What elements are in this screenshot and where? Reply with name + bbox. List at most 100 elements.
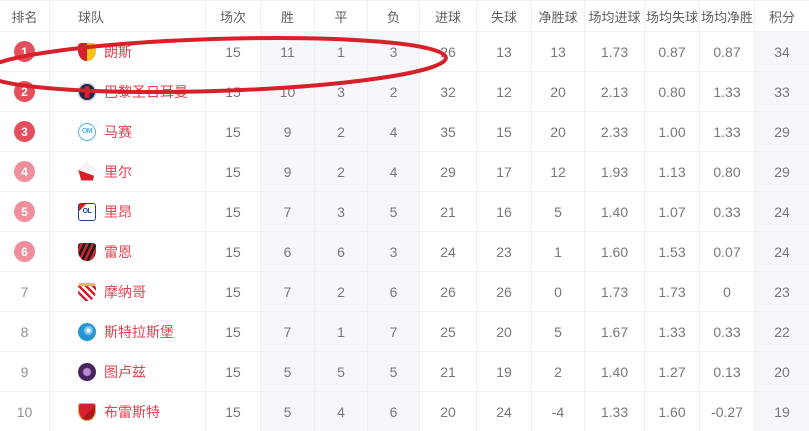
team-name[interactable]: 雷恩 xyxy=(104,243,132,260)
team-name[interactable]: 里昂 xyxy=(104,203,132,220)
table-row[interactable]: 8 斯特拉斯堡 15 7 1 7 25 20 5 1.67 1.33 0.33 22 xyxy=(0,311,809,351)
stat-cell: 15 xyxy=(206,312,261,351)
team-logo-marseille-icon: OM xyxy=(78,122,96,141)
stat-cell: 1 xyxy=(315,312,368,351)
table-row[interactable]: 10 布雷斯特 15 5 4 6 20 24 -4 1.33 1.60 -0.27 19 xyxy=(0,391,809,431)
team-cell[interactable]: OL 里昂 xyxy=(50,192,206,231)
stat-cell: 1.27 xyxy=(645,352,700,391)
stat-cell: 7 xyxy=(261,272,315,311)
stat-cell: 15 xyxy=(206,192,261,231)
stat-cell: 1.33 xyxy=(645,312,700,351)
table-row[interactable]: 9 图卢兹 15 5 5 5 21 19 2 1.40 1.27 0.13 20 xyxy=(0,351,809,391)
stat-cell: 1.73 xyxy=(585,272,645,311)
team-cell[interactable]: 摩纳哥 xyxy=(50,272,206,311)
stat-cell: 20 xyxy=(755,352,809,391)
column-header: 场均净胜 xyxy=(700,1,755,31)
stat-cell: 1.07 xyxy=(645,192,700,231)
rank-badge: 4 xyxy=(14,161,35,182)
stat-cell: 29 xyxy=(755,152,809,191)
table-row[interactable]: 7 摩纳哥 15 7 2 6 26 26 0 1.73 1.73 0 23 xyxy=(0,271,809,311)
team-cell[interactable]: 里尔 xyxy=(50,152,206,191)
rank-badge: 7 xyxy=(20,283,29,300)
stat-cell: 0.80 xyxy=(700,152,755,191)
table-row[interactable]: 4 里尔 15 9 2 4 29 17 12 1.93 1.13 0.80 29 xyxy=(0,151,809,191)
team-cell[interactable]: 雷恩 xyxy=(50,232,206,271)
stat-cell: 35 xyxy=(420,112,477,151)
table-header-row: 排名 球队 场次胜平负进球 失球 净胜球 场均进球 场均失球 场均净胜 积分 xyxy=(0,1,809,31)
stat-cell: 0 xyxy=(700,272,755,311)
stat-cell: 2 xyxy=(368,72,420,111)
stat-cell: 32 xyxy=(420,72,477,111)
stat-cell: 0 xyxy=(532,272,585,311)
stat-cell: 24 xyxy=(420,232,477,271)
stat-cell: 6 xyxy=(315,232,368,271)
rank-badge: 3 xyxy=(14,121,35,142)
stat-cell: 15 xyxy=(206,272,261,311)
table-row[interactable]: 1 朗斯 15 11 1 3 26 13 13 1.73 0.87 0.87 34 xyxy=(0,31,809,71)
stat-cell: 19 xyxy=(477,352,532,391)
stat-cell: 16 xyxy=(477,192,532,231)
team-name[interactable]: 图卢兹 xyxy=(104,363,146,380)
rank-badge: 6 xyxy=(14,241,35,262)
stat-cell: 29 xyxy=(755,112,809,151)
column-header: 失球 xyxy=(477,1,532,31)
team-name[interactable]: 斯特拉斯堡 xyxy=(104,323,174,340)
stat-cell: -0.27 xyxy=(700,392,755,431)
stat-cell: 24 xyxy=(755,232,809,271)
stat-cell: 25 xyxy=(420,312,477,351)
stat-cell: 3 xyxy=(315,72,368,111)
team-name[interactable]: 朗斯 xyxy=(104,43,132,60)
team-logo-lens-icon xyxy=(78,42,96,61)
team-logo-strasbourg-icon xyxy=(78,322,96,341)
team-cell[interactable]: 斯特拉斯堡 xyxy=(50,312,206,351)
stat-cell: 6 xyxy=(368,392,420,431)
column-header: 排名 xyxy=(0,1,50,31)
team-logo-toulouse-icon xyxy=(78,362,96,381)
table-row[interactable]: 5 OL 里昂 15 7 3 5 21 16 5 1.40 1.07 0.33 24 xyxy=(0,191,809,231)
team-cell[interactable]: 巴黎圣日耳曼 xyxy=(50,72,206,111)
table-body: 1 朗斯 15 11 1 3 26 13 13 1.73 0.87 0.87 34 2 巴黎圣日耳曼… xyxy=(0,31,809,431)
stat-cell: 0.80 xyxy=(645,72,700,111)
team-logo-brest-icon xyxy=(78,402,96,421)
stat-cell: 0.33 xyxy=(700,312,755,351)
rank-badge: 2 xyxy=(14,81,35,102)
team-name[interactable]: 布雷斯特 xyxy=(104,403,160,420)
stat-cell: 15 xyxy=(206,112,261,151)
team-name[interactable]: 摩纳哥 xyxy=(104,283,146,300)
team-name[interactable]: 巴黎圣日耳曼 xyxy=(104,83,188,100)
team-name[interactable]: 马赛 xyxy=(104,123,132,140)
stat-cell: 1.53 xyxy=(645,232,700,271)
column-header: 进球 xyxy=(420,1,477,31)
stat-cell: 23 xyxy=(477,232,532,271)
stat-cell: 1 xyxy=(315,32,368,71)
team-cell[interactable]: 朗斯 xyxy=(50,32,206,71)
stat-cell: 5 xyxy=(261,352,315,391)
stat-cell: 0.87 xyxy=(700,32,755,71)
team-cell[interactable]: 布雷斯特 xyxy=(50,392,206,431)
rank-cell: 4 xyxy=(0,152,50,191)
team-name[interactable]: 里尔 xyxy=(104,163,132,180)
stat-cell: 9 xyxy=(261,152,315,191)
column-header: 负 xyxy=(368,1,420,31)
rank-cell: 3 xyxy=(0,112,50,151)
table-row[interactable]: 6 雷恩 15 6 6 3 24 23 1 1.60 1.53 0.07 24 xyxy=(0,231,809,271)
stat-cell: 24 xyxy=(755,192,809,231)
stat-cell: 34 xyxy=(755,32,809,71)
stat-cell: 3 xyxy=(368,232,420,271)
stat-cell: 2 xyxy=(315,112,368,151)
column-header: 胜 xyxy=(261,1,315,31)
team-cell[interactable]: OM 马赛 xyxy=(50,112,206,151)
table-row[interactable]: 3 OM 马赛 15 9 2 4 35 15 20 2.33 1.00 1.33 29 xyxy=(0,111,809,151)
team-logo-rennes-icon xyxy=(78,242,96,261)
stat-cell: 26 xyxy=(420,272,477,311)
stat-cell: 0.07 xyxy=(700,232,755,271)
stat-cell: 7 xyxy=(261,312,315,351)
stat-cell: 2 xyxy=(315,272,368,311)
rank-cell: 8 xyxy=(0,312,50,351)
stat-cell: 3 xyxy=(315,192,368,231)
stat-cell: 26 xyxy=(477,272,532,311)
table-row[interactable]: 2 巴黎圣日耳曼 15 10 3 2 32 12 20 2.13 0.80 1.33 33 xyxy=(0,71,809,111)
team-cell[interactable]: 图卢兹 xyxy=(50,352,206,391)
stat-cell: 4 xyxy=(315,392,368,431)
